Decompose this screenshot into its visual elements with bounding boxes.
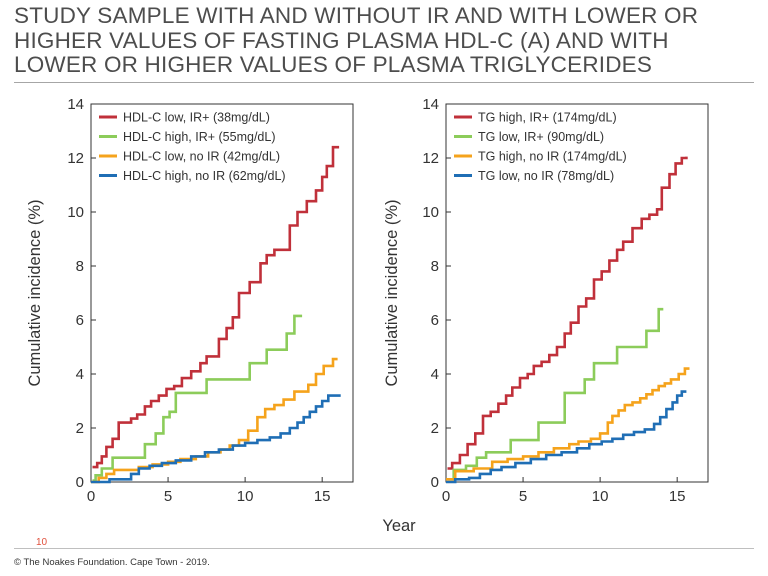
y-axis-label: Cumulative incidence (%) (383, 199, 401, 386)
y-tick-label: 8 (431, 258, 439, 275)
series-line-1 (447, 156, 688, 470)
y-tick-label: 6 (431, 312, 439, 329)
y-tick-label: 2 (431, 420, 439, 437)
legend-label: HDL-C low, no IR (42mg/dL) (123, 150, 280, 164)
x-tick-label: 10 (237, 488, 254, 505)
y-tick-label: 14 (422, 96, 439, 113)
y-tick-label: 4 (431, 366, 439, 383)
chart-panel-2: 0 2 4 6 8 10 12 14 0 5 10 15 Cumulative incidence (%… (383, 96, 709, 505)
x-tick-label: 0 (442, 488, 450, 505)
series-line-4 (91, 394, 341, 484)
charts-canvas: 0 2 4 6 8 10 12 14 0 5 10 15 Cumulative incidence (%… (26, 96, 709, 535)
y-tick-label: 6 (76, 312, 84, 329)
copyright-notice: © The Noakes Foundation. Cape Town - 201… (14, 557, 210, 568)
slide-number: 10 (36, 537, 48, 548)
y-tick-label: 4 (76, 366, 84, 383)
legend-label: TG high, no IR (174mg/dL) (478, 150, 627, 164)
y-axis-label: Cumulative incidence (%) (26, 199, 44, 386)
legend-label: HDL-C low, IR+ (38mg/dL) (123, 111, 270, 125)
x-tick-label: 0 (87, 488, 95, 505)
y-tick-label: 12 (422, 150, 439, 167)
footer-divider (14, 548, 754, 549)
title-divider (14, 82, 754, 83)
y-tick-label: 0 (76, 474, 84, 491)
series-line-1 (92, 145, 340, 469)
series-line-3 (446, 367, 690, 481)
plot-frame (90, 103, 354, 483)
legend-label: TG low, IR+ (90mg/dL) (478, 130, 604, 144)
x-tick-label: 15 (314, 488, 331, 505)
slide-title: STUDY SAMPLE WITH AND WITHOUT IR AND WIT… (14, 3, 699, 77)
y-tick-label: 12 (67, 150, 84, 167)
x-tick-label: 15 (669, 488, 686, 505)
y-tick-label: 10 (422, 204, 439, 221)
x-tick-label: 5 (519, 488, 527, 505)
y-tick-label: 8 (76, 258, 84, 275)
legend-label: TG low, no IR (78mg/dL) (478, 169, 614, 183)
y-tick-label: 0 (431, 474, 439, 491)
chart-panel-1: 0 2 4 6 8 10 12 14 0 5 10 15 Cumulative incidence (%… (26, 96, 354, 505)
legend-label: HDL-C high, no IR (62mg/dL) (123, 169, 286, 183)
series-line-3 (91, 357, 338, 484)
x-tick-label: 5 (164, 488, 172, 505)
x-axis-label: Year (382, 517, 416, 535)
legend-label: TG high, IR+ (174mg/dL) (478, 111, 617, 125)
legend-label: HDL-C high, IR+ (55mg/dL) (123, 130, 276, 144)
y-tick-label: 10 (67, 204, 84, 221)
series-line-2 (447, 307, 664, 481)
y-tick-label: 14 (67, 96, 84, 113)
series-line-4 (446, 390, 687, 484)
series-line-2 (92, 314, 303, 482)
plot-frame (445, 103, 709, 483)
x-tick-label: 10 (592, 488, 609, 505)
y-tick-label: 2 (76, 420, 84, 437)
